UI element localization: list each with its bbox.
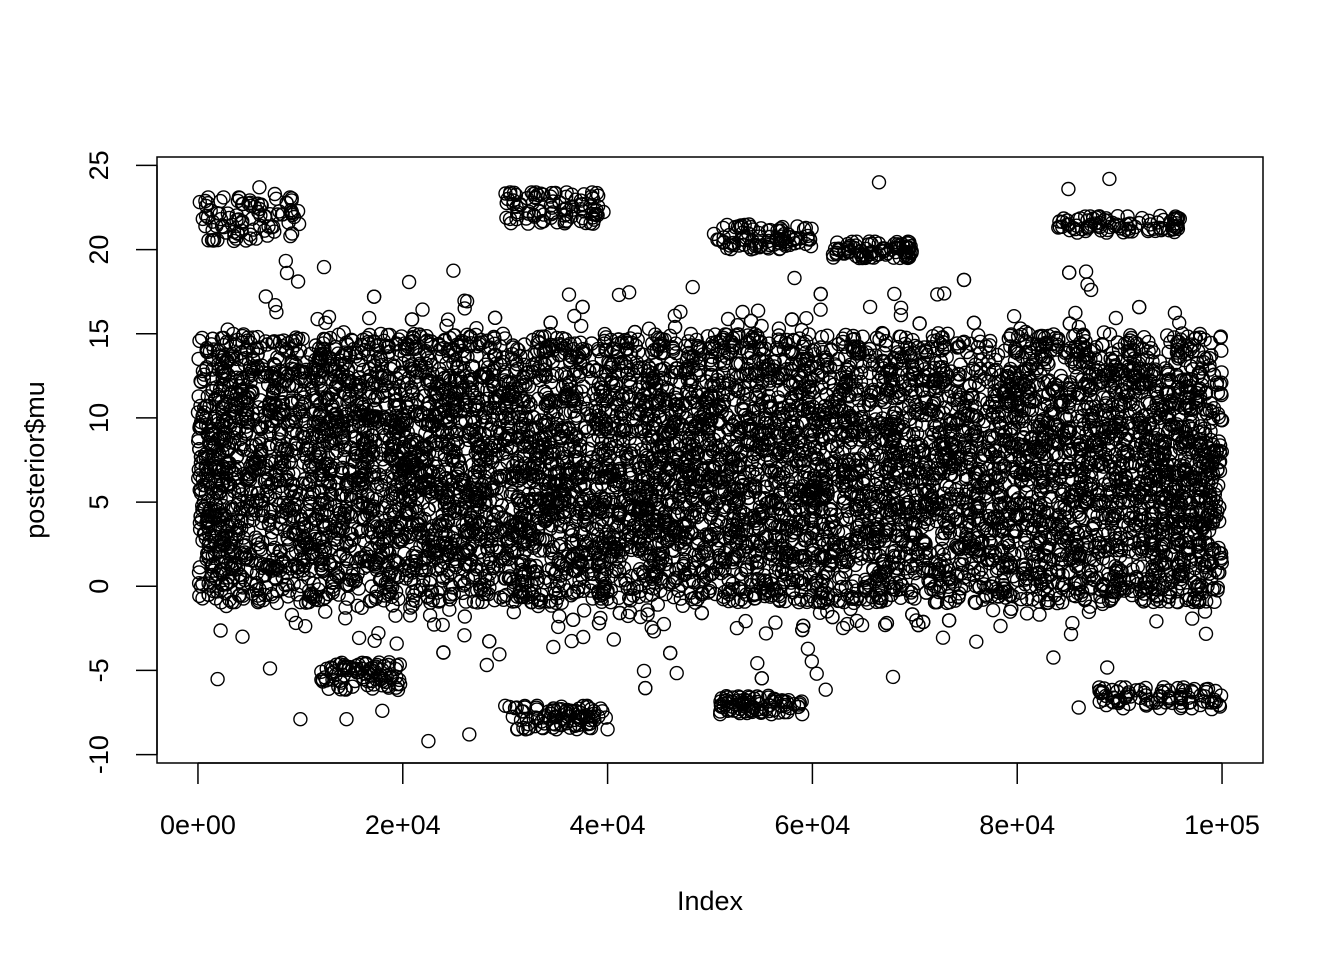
data-point (565, 523, 580, 539)
data-point (1108, 563, 1124, 578)
data-point (793, 592, 809, 607)
data-point (771, 332, 786, 347)
data-point (887, 469, 902, 484)
data-point (1163, 334, 1178, 350)
data-point (953, 357, 968, 372)
data-point (1114, 580, 1130, 595)
data-point (903, 585, 919, 600)
data-point (253, 421, 268, 437)
data-point (340, 591, 355, 606)
data-point (1102, 327, 1118, 342)
data-point (193, 579, 209, 594)
data-point (965, 361, 981, 376)
data-point (971, 328, 986, 343)
data-point (443, 566, 458, 581)
data-point (1031, 546, 1046, 562)
data-point (692, 507, 707, 522)
data-point (622, 390, 637, 405)
data-point (483, 340, 498, 355)
data-point (878, 334, 894, 349)
data-points (190, 171, 1230, 749)
